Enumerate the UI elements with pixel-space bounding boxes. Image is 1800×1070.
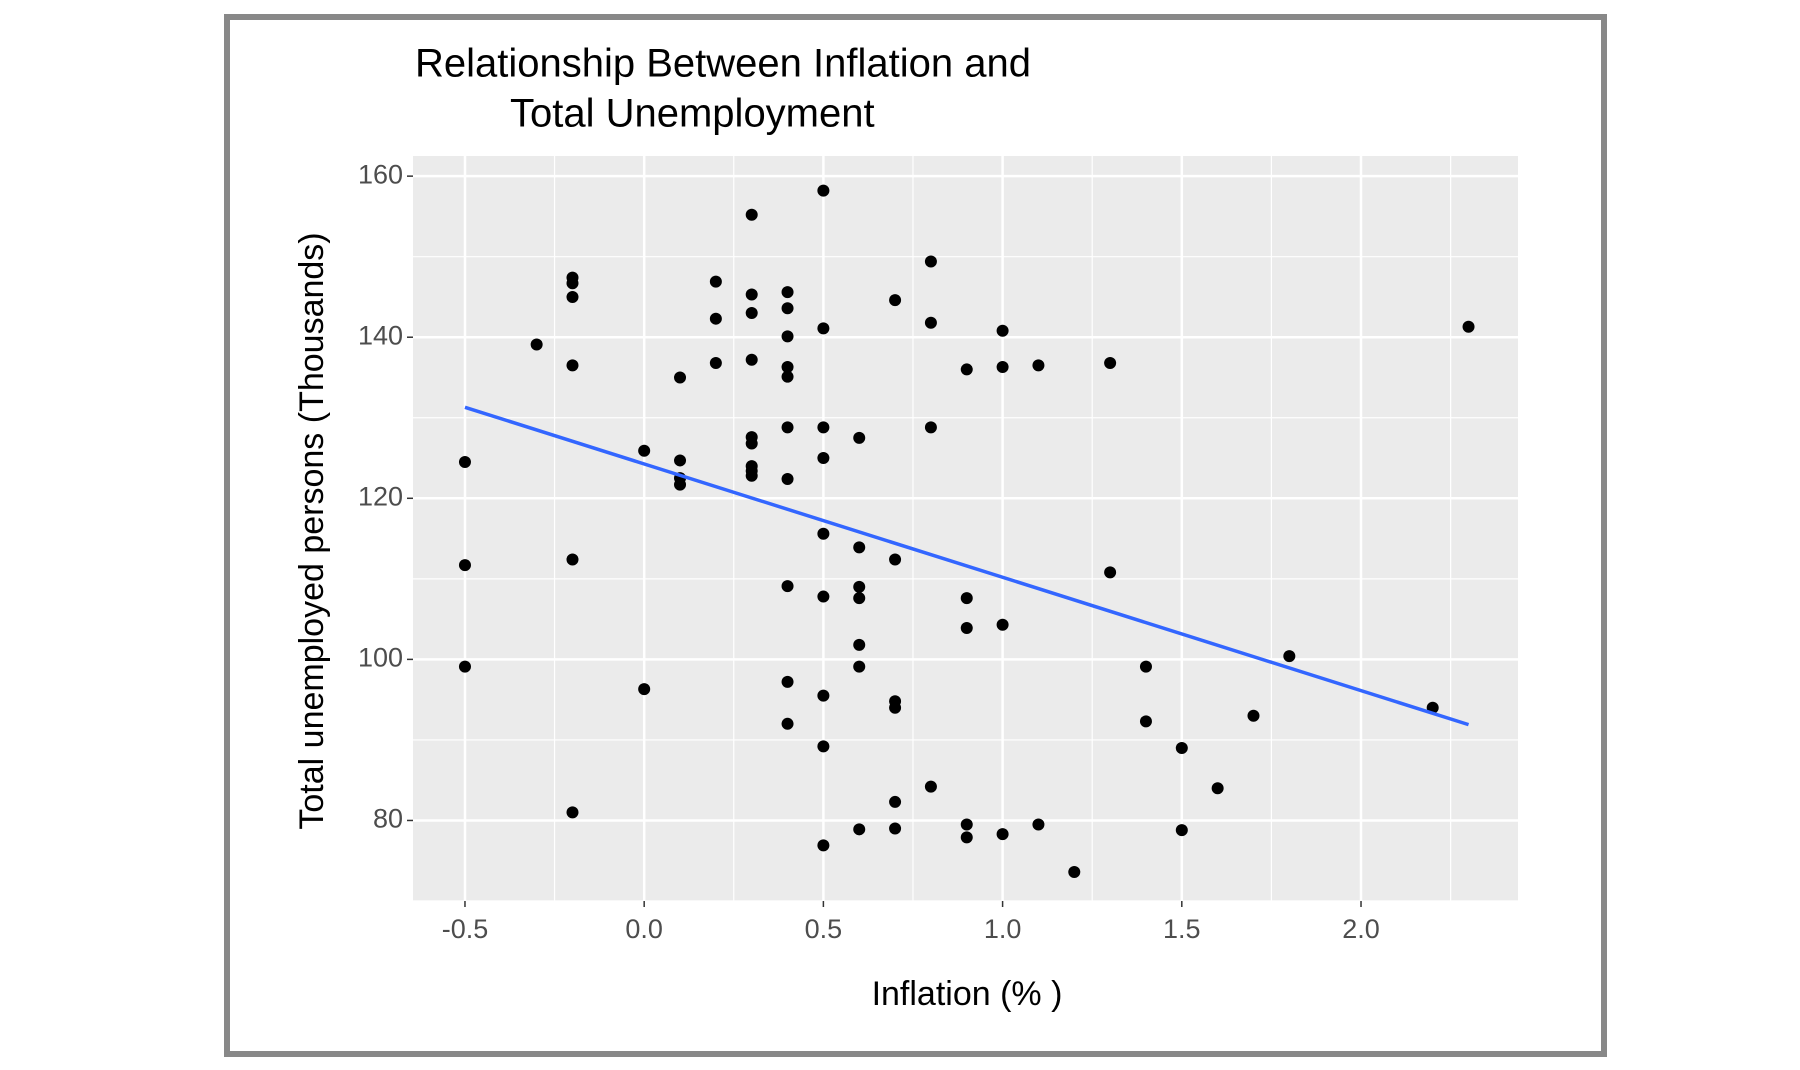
point: [745, 307, 758, 320]
point: [674, 478, 687, 491]
point: [924, 316, 937, 329]
point: [817, 452, 830, 465]
point: [960, 818, 973, 831]
point: [745, 208, 758, 221]
point: [781, 370, 794, 383]
point: [674, 454, 687, 467]
point: [566, 553, 579, 566]
point: [889, 822, 902, 835]
point: [817, 322, 830, 335]
point: [817, 689, 830, 702]
point: [889, 795, 902, 808]
point: [996, 324, 1009, 337]
marks: [458, 184, 1475, 879]
point: [458, 559, 471, 572]
point: [924, 780, 937, 793]
point: [674, 371, 687, 384]
point: [853, 592, 866, 605]
point: [1175, 824, 1188, 837]
point: [781, 675, 794, 688]
point: [817, 839, 830, 852]
point: [458, 456, 471, 469]
x-tick-label: 1.0: [984, 914, 1022, 944]
point: [709, 275, 722, 288]
point: [458, 660, 471, 673]
point: [781, 717, 794, 730]
point: [1175, 741, 1188, 754]
point: [709, 356, 722, 369]
point: [853, 541, 866, 554]
point: [1283, 650, 1296, 663]
point: [566, 806, 579, 819]
point: [960, 621, 973, 634]
point: [1104, 566, 1117, 579]
y-tick-label: 160: [358, 159, 403, 189]
point: [960, 831, 973, 844]
point: [853, 638, 866, 651]
x-tick-label: 2.0: [1342, 914, 1380, 944]
point: [817, 184, 830, 197]
point: [889, 294, 902, 307]
point: [1104, 356, 1117, 369]
point: [566, 277, 579, 290]
point: [1139, 715, 1152, 728]
point: [709, 312, 722, 325]
point: [781, 580, 794, 593]
point: [1462, 320, 1475, 333]
point: [1032, 818, 1045, 831]
point: [996, 618, 1009, 631]
point: [924, 421, 937, 434]
point: [960, 363, 973, 376]
trend-line: [464, 405, 1470, 727]
point: [1032, 359, 1045, 372]
x-axis-label: Inflation (% ): [872, 975, 1063, 1013]
point: [781, 302, 794, 315]
point: [817, 527, 830, 540]
point: [745, 353, 758, 366]
point: [530, 338, 543, 351]
point: [1211, 782, 1224, 795]
point: [889, 553, 902, 566]
y-tick-label: 140: [358, 320, 403, 350]
point: [889, 701, 902, 714]
point: [853, 660, 866, 673]
point: [1247, 709, 1260, 722]
point: [853, 580, 866, 593]
point: [638, 683, 651, 696]
point: [996, 828, 1009, 841]
point: [924, 255, 937, 268]
point: [960, 592, 973, 605]
y-tick-label: 100: [358, 643, 403, 673]
point: [853, 823, 866, 836]
point: [781, 286, 794, 299]
point: [996, 361, 1009, 374]
point: [781, 330, 794, 343]
chart-title: Relationship Between Inflation and: [415, 42, 1031, 86]
point: [1068, 866, 1081, 879]
point: [1139, 660, 1152, 673]
point: [566, 359, 579, 372]
point: [566, 290, 579, 303]
x-tick-label: 0.0: [625, 914, 663, 944]
point: [745, 437, 758, 450]
point: [781, 472, 794, 485]
x-tick-label: 0.5: [805, 914, 843, 944]
point: [853, 431, 866, 444]
plot-panel: [413, 156, 1518, 901]
point: [817, 590, 830, 603]
y-axis-label: Total unemployed persons (Thousands): [293, 232, 331, 829]
y-tick-label: 80: [373, 804, 403, 834]
point: [781, 361, 794, 374]
x-tick-label: 1.5: [1163, 914, 1201, 944]
chart-title: Total Unemployment: [510, 92, 875, 136]
point: [745, 469, 758, 482]
point: [817, 740, 830, 753]
point: [638, 444, 651, 457]
y-tick-label: 120: [358, 481, 403, 511]
point: [817, 421, 830, 434]
x-tick-label: -0.5: [442, 914, 489, 944]
point: [781, 421, 794, 434]
point: [745, 288, 758, 301]
